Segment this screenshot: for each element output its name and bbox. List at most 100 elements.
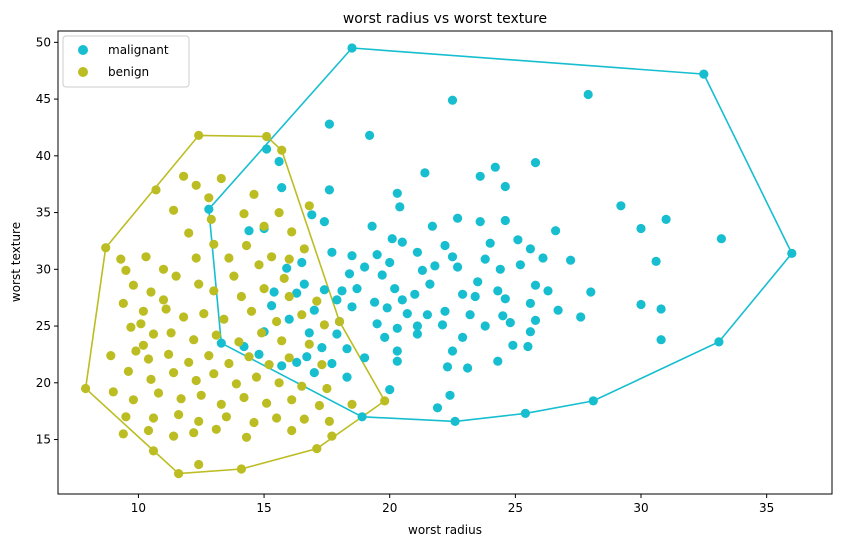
point-malignant-93 [498,311,508,321]
point-benign-99 [272,413,282,423]
point-malignant-53 [385,257,395,268]
point-benign-11 [179,171,189,181]
point-benign-37 [209,286,219,296]
point-malignant-9 [204,204,214,214]
legend-label-benign: benign [108,65,149,79]
point-benign-30 [267,252,277,262]
point-benign-49 [272,316,282,327]
point-malignant-20 [277,183,287,193]
point-malignant-125 [309,368,319,378]
point-malignant-73 [543,286,553,296]
point-benign-10 [191,180,201,190]
point-benign-27 [191,253,201,263]
point-malignant-91 [440,306,450,316]
point-malignant-118 [327,358,337,369]
y-tick-label-30: 30 [36,262,51,276]
point-benign-84 [153,388,164,398]
point-benign-13 [204,193,214,203]
point-benign-110 [148,446,159,456]
point-benign-12 [216,173,226,184]
point-malignant-87 [347,302,357,312]
point-malignant-116 [523,341,533,352]
point-malignant-59 [377,270,387,280]
point-benign-22 [259,221,269,231]
x-axis: 10 15 20 25 30 35 [131,494,774,515]
point-benign-101 [324,416,334,426]
points-layer [81,43,797,479]
point-benign-55 [189,335,199,345]
point-benign-48 [246,306,257,316]
point-benign-80 [297,381,307,391]
point-malignant-50 [412,247,422,257]
point-malignant-71 [493,286,503,296]
point-malignant-5 [520,408,531,418]
y-tick-label-45: 45 [36,92,51,106]
point-benign-14 [151,185,161,195]
y-tick-label-20: 20 [36,376,51,390]
point-benign-60 [304,339,314,349]
point-malignant-72 [530,280,541,290]
point-malignant-128 [445,390,455,400]
point-malignant-136 [299,279,309,289]
point-benign-42 [118,298,128,308]
point-malignant-107 [412,329,422,339]
point-malignant-54 [430,261,440,271]
point-malignant-48 [347,251,357,261]
point-malignant-45 [566,255,576,265]
point-malignant-28 [453,213,463,223]
point-benign-64 [164,349,174,359]
point-malignant-58 [344,269,355,279]
point-benign-26 [158,264,169,274]
point-benign-112 [138,340,148,350]
point-malignant-60 [417,265,427,275]
point-malignant-114 [447,346,458,356]
point-malignant-101 [437,320,448,330]
point-malignant-6 [450,416,460,426]
point-benign-73 [146,374,156,384]
point-malignant-22 [500,181,510,192]
point-benign-19 [287,227,297,237]
point-benign-18 [304,201,314,211]
point-benign-41 [312,296,322,306]
point-malignant-75 [292,288,302,298]
point-benign-108 [287,425,297,436]
point-malignant-110 [656,335,666,345]
point-malignant-33 [244,226,254,236]
point-benign-44 [161,304,171,314]
point-benign-93 [121,412,131,422]
x-tick-label-15: 15 [256,501,271,515]
point-benign-58 [257,328,267,338]
point-benign-24 [121,265,131,275]
point-malignant-0 [347,43,357,53]
point-malignant-11 [583,89,593,100]
point-benign-39 [259,284,269,294]
point-malignant-40 [387,234,397,244]
point-malignant-68 [390,284,400,294]
point-benign-31 [284,254,294,264]
point-malignant-55 [360,262,370,272]
point-malignant-96 [576,312,586,322]
point-benign-29 [241,240,252,251]
point-malignant-64 [538,253,548,263]
point-benign-70 [284,353,294,363]
point-malignant-82 [500,294,510,304]
legend-label-malignant: malignant [108,43,169,57]
point-malignant-77 [370,297,380,307]
point-malignant-46 [651,256,661,266]
point-benign-0 [101,243,111,253]
point-malignant-106 [380,332,390,342]
point-malignant-14 [262,144,272,154]
point-benign-3 [277,145,287,155]
point-malignant-51 [447,252,458,262]
point-benign-34 [146,287,156,297]
point-malignant-41 [397,237,407,247]
point-benign-36 [194,279,204,289]
point-malignant-1 [699,69,709,79]
point-benign-69 [264,360,274,370]
chart-title: worst radius vs worst texture [343,11,547,27]
point-malignant-85 [656,304,666,314]
point-benign-40 [284,291,294,302]
x-tick-label-10: 10 [131,501,146,515]
x-tick-label-20: 20 [382,501,397,515]
point-malignant-127 [385,385,395,395]
